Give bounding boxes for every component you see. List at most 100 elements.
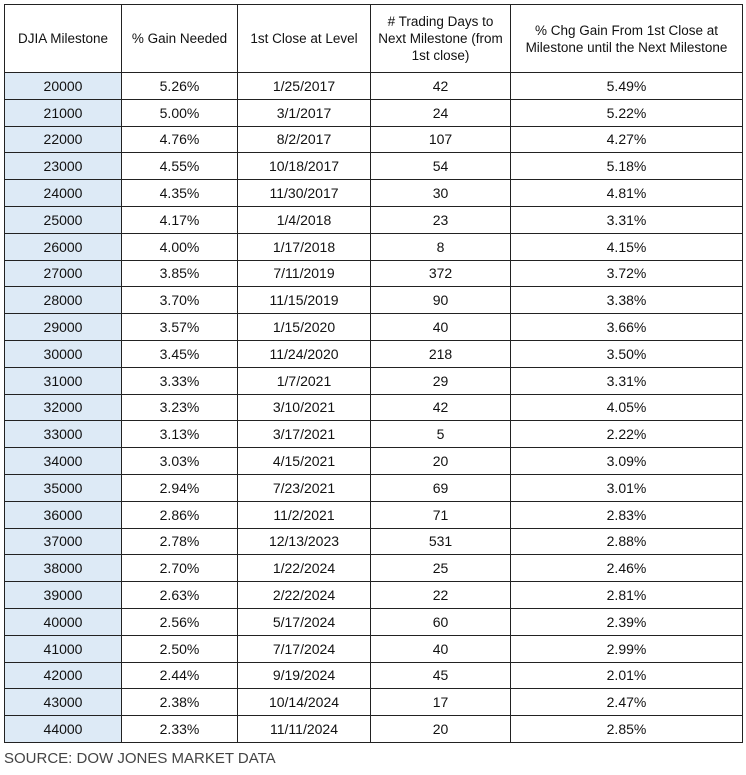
milestone-cell: 38000 bbox=[4, 554, 122, 583]
table-cell: 20 bbox=[370, 447, 511, 475]
milestone-cell: 23000 bbox=[4, 152, 122, 181]
table-cell: 1/22/2024 bbox=[237, 554, 371, 583]
table-cell: 4.05% bbox=[510, 393, 743, 422]
table-cell: 3.33% bbox=[121, 366, 238, 395]
table-row: 26000 4.00% 1/17/2018 8 4.15% bbox=[4, 232, 743, 261]
table-cell: 9/19/2024 bbox=[237, 661, 371, 690]
milestone-cell: 40000 bbox=[4, 607, 122, 636]
table-row: 32000 3.23% 3/10/2021 42 4.05% bbox=[4, 393, 743, 422]
milestone-cell: 43000 bbox=[4, 688, 122, 717]
table-cell: 3.38% bbox=[510, 286, 743, 315]
table-cell: 11/11/2024 bbox=[237, 715, 371, 743]
table-cell: 5.22% bbox=[510, 98, 743, 127]
milestone-cell: 24000 bbox=[4, 179, 122, 207]
table-cell: 3/1/2017 bbox=[237, 98, 371, 127]
table-row: 23000 4.55% 10/18/2017 54 5.18% bbox=[4, 152, 743, 181]
table-cell: 218 bbox=[370, 339, 511, 368]
milestone-cell: 39000 bbox=[4, 581, 122, 609]
table-cell: 60 bbox=[370, 607, 511, 636]
table-cell: 11/2/2021 bbox=[237, 500, 371, 529]
table-cell: 3.85% bbox=[121, 259, 238, 288]
table-cell: 25 bbox=[370, 554, 511, 583]
milestone-cell: 28000 bbox=[4, 286, 122, 315]
table-row: 40000 2.56% 5/17/2024 60 2.39% bbox=[4, 607, 743, 636]
table-row: 36000 2.86% 11/2/2021 71 2.83% bbox=[4, 500, 743, 529]
table-row: 25000 4.17% 1/4/2018 23 3.31% bbox=[4, 205, 743, 234]
table-cell: 2.44% bbox=[121, 661, 238, 690]
table-cell: 2.56% bbox=[121, 607, 238, 636]
table-cell: 2.38% bbox=[121, 688, 238, 717]
milestone-cell: 26000 bbox=[4, 232, 122, 261]
table-cell: 4/15/2021 bbox=[237, 447, 371, 475]
milestone-cell: 34000 bbox=[4, 447, 122, 475]
table-cell: 5/17/2024 bbox=[237, 607, 371, 636]
table-cell: 69 bbox=[370, 473, 511, 502]
table-cell: 2.63% bbox=[121, 581, 238, 609]
milestone-cell: 30000 bbox=[4, 339, 122, 368]
milestone-cell: 32000 bbox=[4, 393, 122, 422]
table-cell: 5.26% bbox=[121, 72, 238, 100]
milestone-cell: 20000 bbox=[4, 72, 122, 100]
table-cell: 5.00% bbox=[121, 98, 238, 127]
table-cell: 3.09% bbox=[510, 447, 743, 475]
table-row: 44000 2.33% 11/11/2024 20 2.85% bbox=[4, 715, 743, 743]
table-cell: 372 bbox=[370, 259, 511, 288]
table-cell: 2.70% bbox=[121, 554, 238, 583]
table-body: 20000 5.26% 1/25/2017 42 5.49% 21000 5.00% 3/1/… bbox=[4, 72, 743, 743]
table-cell: 4.55% bbox=[121, 152, 238, 181]
table-row: 41000 2.50% 7/17/2024 40 2.99% bbox=[4, 634, 743, 663]
table-row: 22000 4.76% 8/2/2017 107 4.27% bbox=[4, 125, 743, 154]
table-cell: 2.88% bbox=[510, 527, 743, 556]
milestone-cell: 42000 bbox=[4, 661, 122, 690]
table-cell: 1/15/2020 bbox=[237, 313, 371, 341]
table-cell: 5.49% bbox=[510, 72, 743, 100]
table-cell: 2.50% bbox=[121, 634, 238, 663]
table-cell: 1/17/2018 bbox=[237, 232, 371, 261]
table-cell: 11/24/2020 bbox=[237, 339, 371, 368]
table-cell: 90 bbox=[370, 286, 511, 315]
milestone-table: DJIA Milestone% Gain Needed 1st Close at … bbox=[4, 4, 743, 743]
table-cell: 2.85% bbox=[510, 715, 743, 743]
table-cell: 11/30/2017 bbox=[237, 179, 371, 207]
table-row: 33000 3.13% 3/17/2021 5 2.22% bbox=[4, 420, 743, 449]
milestone-cell: 33000 bbox=[4, 420, 122, 449]
table-cell: 2.86% bbox=[121, 500, 238, 529]
table-row: 39000 2.63% 2/22/2024 22 2.81% bbox=[4, 581, 743, 609]
table-row: 27000 3.85% 7/11/2019 372 3.72% bbox=[4, 259, 743, 288]
table-cell: 71 bbox=[370, 500, 511, 529]
milestone-cell: 36000 bbox=[4, 500, 122, 529]
table-cell: 2.01% bbox=[510, 661, 743, 690]
table-cell: 2.78% bbox=[121, 527, 238, 556]
table-row: 31000 3.33% 1/7/2021 29 3.31% bbox=[4, 366, 743, 395]
table-wrap: DJIA Milestone% Gain Needed 1st Close at … bbox=[4, 4, 743, 743]
table-cell: 3.66% bbox=[510, 313, 743, 341]
table-cell: 2.47% bbox=[510, 688, 743, 717]
table-cell: 4.00% bbox=[121, 232, 238, 261]
table-cell: 107 bbox=[370, 125, 511, 154]
table-row: 24000 4.35% 11/30/2017 30 4.81% bbox=[4, 179, 743, 207]
milestone-cell: 21000 bbox=[4, 98, 122, 127]
table-cell: 7/17/2024 bbox=[237, 634, 371, 663]
table-cell: 2.46% bbox=[510, 554, 743, 583]
table-cell: 2.39% bbox=[510, 607, 743, 636]
table-cell: 20 bbox=[370, 715, 511, 743]
table-cell: 3.31% bbox=[510, 205, 743, 234]
table-cell: 8 bbox=[370, 232, 511, 261]
table-cell: 7/23/2021 bbox=[237, 473, 371, 502]
header-cell: 1st Close at Level bbox=[237, 4, 371, 73]
milestone-cell: 31000 bbox=[4, 366, 122, 395]
table-cell: 3.50% bbox=[510, 339, 743, 368]
table-cell: 2.99% bbox=[510, 634, 743, 663]
table-row: 20000 5.26% 1/25/2017 42 5.49% bbox=[4, 72, 743, 100]
table-cell: 42 bbox=[370, 72, 511, 100]
table-cell: 4.27% bbox=[510, 125, 743, 154]
table-cell: 40 bbox=[370, 634, 511, 663]
table-cell: 30 bbox=[370, 179, 511, 207]
milestone-cell: 25000 bbox=[4, 205, 122, 234]
table-cell: 24 bbox=[370, 98, 511, 127]
milestone-cell: 22000 bbox=[4, 125, 122, 154]
table-cell: 1/7/2021 bbox=[237, 366, 371, 395]
table-cell: 1/4/2018 bbox=[237, 205, 371, 234]
table-cell: 3.45% bbox=[121, 339, 238, 368]
